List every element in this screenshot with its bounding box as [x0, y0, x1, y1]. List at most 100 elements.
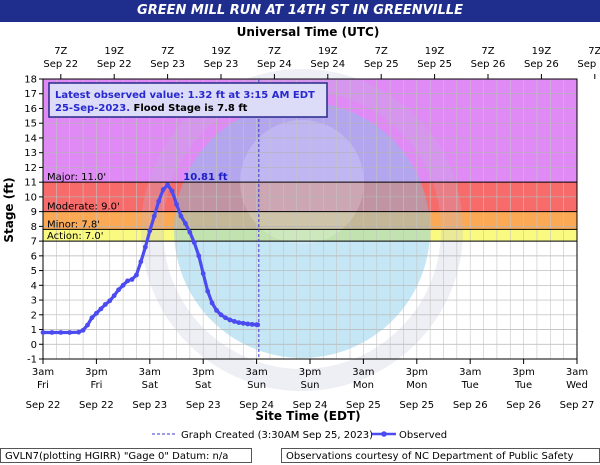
info-box — [48, 82, 328, 118]
observed-point — [249, 321, 255, 327]
x-top-tick-label-date: Sep 24 — [257, 59, 292, 70]
x-tick-label-time: 3pm — [192, 367, 214, 378]
y-tick-label: 14 — [24, 133, 37, 144]
top-axis-title: Universal Time (UTC) — [237, 25, 380, 39]
observed-point — [98, 306, 104, 312]
observed-point — [49, 330, 55, 335]
observed-point — [102, 302, 108, 307]
x-tick-label-time: 3am — [139, 367, 161, 378]
x-top-tick-label-date: Sep 22 — [97, 59, 132, 70]
observed-point — [231, 319, 237, 324]
flood-label-major: Major: 11.0' — [47, 172, 106, 183]
x-tick-label-date: Sep 22 — [79, 400, 114, 411]
y-tick-label: 10 — [24, 192, 37, 203]
observed-point — [76, 329, 81, 335]
flood-label-action: Action: 7.0' — [47, 231, 104, 242]
observed-point — [214, 307, 219, 313]
x-tick-label-day: Mon — [406, 380, 427, 391]
hydrograph-chart: Universal Time (UTC) Site Time (EDT) Sta… — [2, 25, 600, 441]
y-tick-label: 15 — [24, 119, 37, 130]
x-tick-label-date: Sep 25 — [399, 400, 434, 411]
x-top-tick-label-hour: 7Z — [54, 46, 67, 57]
observed-point — [125, 278, 130, 284]
info-latest-value: Latest observed value: 1.32 ft at 3:15 A… — [55, 90, 315, 101]
y-axis-title: Stage (ft) — [2, 177, 16, 242]
observed-point — [142, 244, 148, 250]
legend-graph-created-label: Graph Created (3:30AM Sep 25, 2023) — [181, 430, 373, 441]
observed-point — [138, 259, 144, 265]
x-top-tick-label-hour: 7Z — [588, 46, 600, 57]
x-top-tick-label-hour: 19Z — [532, 46, 552, 57]
y-tick-label: 0 — [31, 340, 37, 351]
info-date: 25-Sep-2023. — [55, 103, 133, 114]
x-top-tick-label-date: Sep 24 — [310, 59, 345, 70]
x-top-tick-label-date: Sep 27 — [577, 59, 600, 70]
observed-point — [196, 253, 202, 259]
observed-point — [129, 277, 135, 282]
x-tick-label-date: Sep 26 — [506, 400, 541, 411]
y-tick-label: 9 — [31, 207, 37, 218]
observed-point — [165, 182, 171, 188]
x-top-tick-label-date: Sep 25 — [364, 59, 399, 70]
x-top-tick-label-date: Sep 25 — [417, 59, 452, 70]
bottom-axis-title: Site Time (EDT) — [255, 409, 360, 423]
x-tick-label-day: Mon — [353, 380, 374, 391]
y-tick-label: 2 — [31, 310, 37, 321]
observed-point — [58, 330, 64, 335]
observed-point — [169, 188, 175, 194]
x-tick-label-day: Wed — [566, 380, 588, 391]
x-tick-label-date: Sep 27 — [560, 400, 595, 411]
x-tick-label-day: Tue — [461, 380, 479, 391]
y-tick-label: 16 — [24, 104, 37, 115]
footer-credit: Observations courtesy of NC Department o… — [281, 448, 600, 463]
y-tick-label: 13 — [24, 148, 37, 159]
x-tick-label-time: 3pm — [512, 367, 534, 378]
x-top-tick-label-hour: 19Z — [104, 46, 124, 57]
observed-point — [245, 321, 251, 327]
observed-point — [223, 315, 228, 321]
noaa-watermark-circle — [174, 102, 430, 358]
x-tick-label-time: 3am — [32, 367, 54, 378]
x-tick-label-date: Sep 24 — [239, 400, 274, 411]
observed-point — [111, 293, 117, 299]
x-top-tick-label-date: Sep 26 — [524, 59, 559, 70]
x-tick-label-time: 3am — [566, 367, 588, 378]
footer-datum: GVLN7(plotting HGIRR) "Gage 0" Datum: n/… — [0, 448, 252, 463]
x-top-tick-label-date: Sep 23 — [150, 59, 185, 70]
y-tick-label: 18 — [24, 75, 37, 86]
x-tick-label-day: Sat — [142, 380, 158, 391]
observed-point — [151, 213, 157, 219]
observed-point — [183, 221, 188, 226]
y-tick-label: 3 — [31, 296, 37, 307]
x-tick-label-date: Sep 26 — [453, 400, 488, 411]
flood-label-moderate: Moderate: 9.0' — [47, 202, 120, 213]
observed-point — [227, 317, 233, 323]
x-top-tick-label-hour: 7Z — [161, 46, 174, 57]
observed-point — [187, 229, 193, 235]
observed-point — [80, 327, 86, 333]
x-top-tick-label-date: Sep 23 — [204, 59, 239, 70]
y-tick-label: 6 — [31, 251, 37, 262]
x-tick-label-time: 3am — [352, 367, 374, 378]
observed-point — [40, 330, 46, 335]
info-flood-stage: 25-Sep-2023. Flood Stage is 7.8 ft — [55, 103, 248, 114]
observed-point — [178, 213, 184, 219]
x-top-tick-label-hour: 19Z — [211, 46, 231, 57]
x-tick-label-day: Tue — [514, 380, 532, 391]
observed-point — [67, 330, 73, 335]
x-tick-label-day: Sun — [300, 380, 319, 391]
x-tick-label-day: Fri — [37, 380, 49, 391]
y-tick-label: 17 — [24, 89, 37, 100]
plot-area: Major: 11.0' Moderate: 9.0' Minor: 7.8'Act… — [24, 46, 600, 441]
observed-point — [94, 310, 99, 316]
x-top-tick-label-hour: 19Z — [318, 46, 338, 57]
observed-point — [240, 320, 246, 326]
observed-point — [134, 272, 139, 278]
x-top-tick-label-hour: 7Z — [268, 46, 281, 57]
observed-point — [200, 271, 206, 276]
x-tick-label-time: 3am — [245, 367, 267, 378]
observed-series-line — [43, 183, 259, 335]
legend-observed-marker — [381, 431, 387, 437]
observed-point — [85, 322, 90, 328]
y-tick-label: 12 — [24, 163, 37, 174]
